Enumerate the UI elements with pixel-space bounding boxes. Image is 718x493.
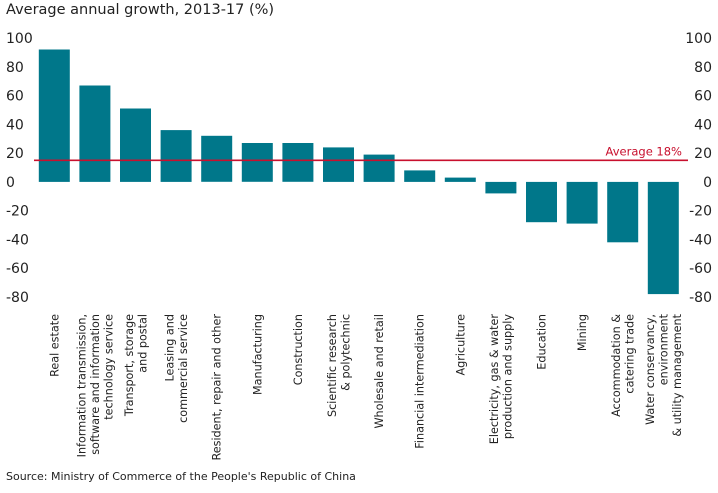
category-label: production and supply (502, 314, 515, 439)
category-label: technology service (102, 314, 115, 420)
y-tick-label-left: 60 (6, 89, 24, 105)
bar (282, 143, 314, 182)
y-tick-label-right: 40 (694, 117, 712, 133)
category-label: Financial intermediation (414, 314, 427, 449)
category-label: Water conservancy, (644, 314, 657, 425)
category-label: & polytechnic (339, 314, 352, 391)
bar (485, 181, 517, 194)
category-label: & utility management (671, 313, 684, 436)
category-label: Resident, repair and other (211, 314, 224, 461)
bar (201, 135, 233, 182)
category-label: Agriculture (454, 314, 467, 376)
y-tick-label-right: 80 (694, 60, 712, 76)
category-label: Information transmission, (75, 314, 88, 457)
bar-chart: 100 100 80 80 60 60 40 40 20 20 0 0 -20 -20 -40 -40 -60 -… (6, 31, 712, 461)
y-tick-label-right: -80 (689, 290, 712, 306)
category-label: catering trade (623, 314, 636, 394)
y-tick-label-left: -20 (6, 204, 29, 220)
y-tick-label-left: 40 (6, 117, 24, 133)
category-label: Leasing and (163, 314, 176, 382)
bar (38, 49, 70, 182)
category-label: Education (536, 314, 549, 370)
bar (241, 143, 273, 182)
category-label: Scientific research (326, 314, 339, 417)
bar (363, 154, 395, 182)
y-tick-label-right: 20 (694, 146, 712, 162)
bar (160, 130, 192, 182)
y-tick-label-right: 0 (703, 175, 712, 191)
category-label: environment (657, 313, 670, 385)
y-tick-label-right: 60 (694, 89, 712, 105)
chart-title: Average annual growth, 2013-17 (%) (6, 2, 275, 18)
y-tick-label-left: -80 (6, 290, 29, 306)
y-tick-label-left: 0 (6, 175, 15, 191)
y-tick-label-left: 100 (6, 31, 33, 47)
bar (647, 181, 679, 295)
category-label: Transport, storage (123, 314, 136, 417)
category-label: Wholesale and retail (373, 314, 386, 429)
bar (404, 170, 436, 182)
bar (607, 181, 639, 243)
bar (79, 85, 111, 182)
y-tick-label-right: -60 (689, 261, 712, 277)
y-tick-label-left: 80 (6, 60, 24, 76)
bar (444, 177, 476, 182)
y-tick-label-left: -60 (6, 261, 29, 277)
source-note: Source: Ministry of Commerce of the Peop… (6, 470, 356, 483)
y-tick-label-left: -40 (6, 232, 29, 248)
category-label: Electricity, gas & water (488, 314, 501, 445)
category-label: Mining (576, 314, 589, 351)
bar (566, 181, 598, 224)
bar (526, 181, 557, 223)
category-label: software and information (89, 314, 102, 455)
category-label: commercial service (177, 314, 190, 423)
y-tick-label-right: -40 (689, 232, 712, 248)
y-tick-label-right: 100 (685, 31, 712, 47)
category-label: Construction (292, 314, 305, 385)
category-label: Real estate (48, 314, 61, 377)
bar (120, 108, 151, 182)
average-label: Average 18% (606, 144, 683, 158)
y-tick-label-right: -20 (689, 204, 712, 220)
category-label: and postal (136, 314, 149, 373)
category-label: Accommodation & (610, 314, 623, 417)
bar (323, 147, 354, 182)
y-tick-label-left: 20 (6, 146, 24, 162)
category-label: Manufacturing (251, 314, 264, 395)
